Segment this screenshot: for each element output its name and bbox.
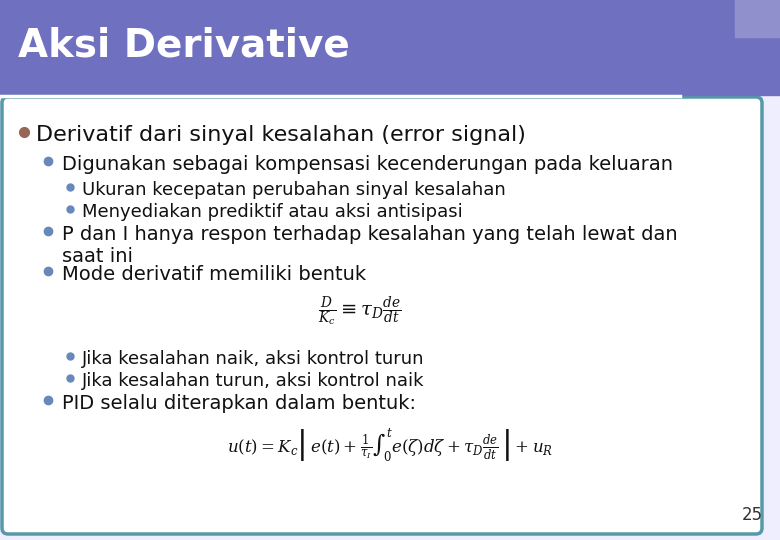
Text: Derivatif dari sinyal kesalahan (error signal): Derivatif dari sinyal kesalahan (error s… [36,125,526,145]
Text: Aksi Derivative: Aksi Derivative [18,26,349,65]
Bar [0,0,780,95]
Text: 25: 25 [742,506,763,524]
Text: P dan I hanya respon terhadap kesalahan yang telah lewat dan
saat ini: P dan I hanya respon terhadap kesalahan … [62,225,678,266]
Text: Mode derivatif memiliki bentuk: Mode derivatif memiliki bentuk [62,265,366,284]
Text: Digunakan sebagai kompensasi kecenderungan pada keluaran: Digunakan sebagai kompensasi kecenderung… [62,155,673,174]
FancyBboxPatch shape [2,97,762,534]
Bar [735,0,780,37]
Text: PID selalu diterapkan dalam bentuk:: PID selalu diterapkan dalam bentuk: [62,394,416,413]
Text: $\frac{D}{K_c} \equiv \tau_D\frac{de}{dt}$: $\frac{D}{K_c} \equiv \tau_D\frac{de}{dt… [318,295,402,329]
Text: $u(t) = K_c\left|\, e(t)+\frac{1}{\tau_I}\int_0^{t} e(\zeta)d\zeta + \tau_D\frac: $u(t) = K_c\left|\, e(t)+\frac{1}{\tau_I… [227,426,553,464]
Text: Jika kesalahan turun, aksi kontrol naik: Jika kesalahan turun, aksi kontrol naik [82,372,424,390]
Text: Menyediakan prediktif atau aksi antisipasi: Menyediakan prediktif atau aksi antisipa… [82,203,463,221]
Text: Jika kesalahan naik, aksi kontrol turun: Jika kesalahan naik, aksi kontrol turun [82,350,424,368]
Text: Ukuran kecepatan perubahan sinyal kesalahan: Ukuran kecepatan perubahan sinyal kesala… [82,181,505,199]
